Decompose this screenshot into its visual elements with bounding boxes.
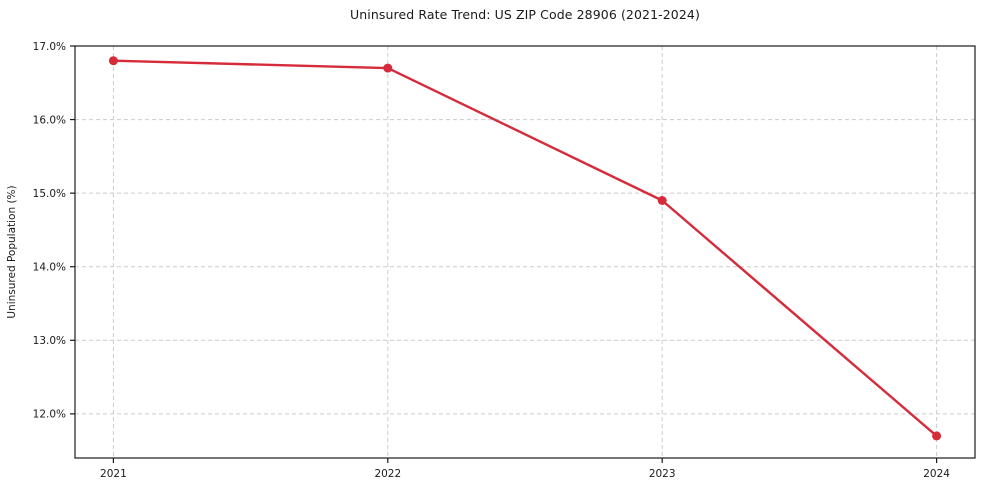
y-tick-label: 15.0% — [33, 188, 66, 200]
y-tick-label: 14.0% — [33, 262, 66, 274]
x-tick-label: 2022 — [374, 468, 401, 480]
x-tick-label: 2023 — [649, 468, 676, 480]
y-tick-label: 13.0% — [33, 335, 66, 347]
data-point-2024 — [932, 431, 942, 441]
y-tick-label: 17.0% — [33, 41, 66, 53]
x-tick-label: 2024 — [923, 468, 950, 480]
data-point-2022 — [383, 63, 393, 73]
x-tick-label: 2021 — [100, 468, 127, 480]
y-tick-label: 16.0% — [33, 114, 66, 126]
y-tick-label: 12.0% — [33, 409, 66, 421]
trend-line — [112, 59, 938, 438]
y-axis-label: Uninsured Population (%) — [6, 185, 18, 318]
data-point-2023 — [657, 196, 667, 205]
plot-border — [74, 45, 976, 459]
data-point-2021 — [108, 56, 118, 66]
chart-title: Uninsured Rate Trend: US ZIP Code 28906 … — [350, 7, 700, 22]
